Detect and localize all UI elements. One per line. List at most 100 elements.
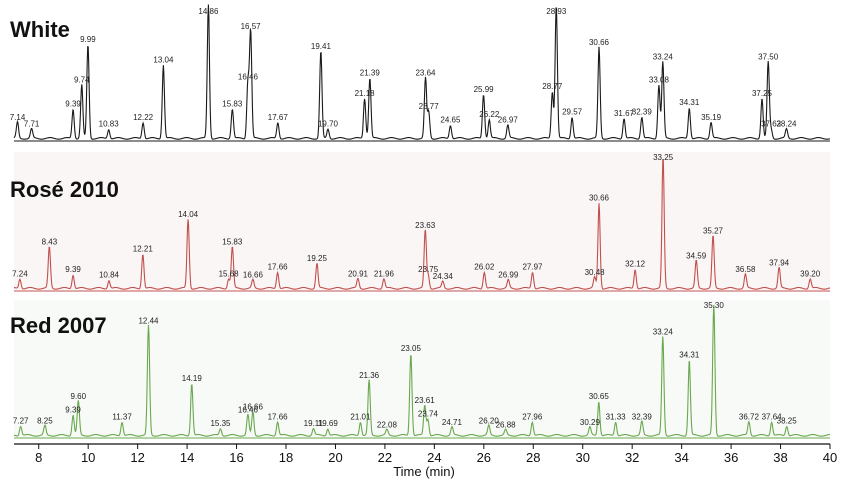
- peak-label: 31.33: [606, 412, 627, 421]
- peak-label: 15.83: [222, 238, 243, 247]
- peak-label: 25.99: [474, 85, 495, 94]
- peak-label: 23.77: [419, 102, 440, 111]
- peak-label: 35.30: [704, 301, 725, 310]
- peak-label: 13.04: [153, 55, 174, 64]
- x-axis-title: Time (min): [393, 464, 455, 479]
- peak-label: 22.08: [377, 421, 398, 430]
- x-tick-label: 28: [526, 450, 540, 465]
- x-tick-label: 16: [229, 450, 243, 465]
- peak-label: 35.27: [703, 227, 724, 236]
- peak-label: 24.65: [440, 116, 461, 125]
- peak-label: 24.71: [442, 418, 463, 427]
- peak-label: 9.39: [65, 100, 81, 109]
- peak-label: 8.43: [42, 238, 58, 247]
- peak-label: 9.60: [71, 392, 87, 401]
- peak-label: 26.88: [496, 421, 517, 430]
- peak-label: 30.65: [589, 392, 610, 401]
- peak-label: 7.71: [24, 120, 40, 129]
- peak-label: 31.67: [614, 109, 635, 118]
- series-title: Rosé 2010: [10, 177, 119, 202]
- peak-label: 15.83: [222, 100, 243, 109]
- peak-label: 9.74: [74, 75, 90, 84]
- peak-label: 37.50: [758, 53, 779, 62]
- x-tick-label: 14: [180, 450, 194, 465]
- peak-label: 14.04: [178, 210, 199, 219]
- series-trace: [13, 304, 830, 437]
- peak-label: 11.37: [112, 412, 132, 421]
- peak-label: 23.61: [415, 396, 436, 405]
- x-tick-label: 10: [81, 450, 95, 465]
- peak-label: 17.66: [268, 412, 289, 421]
- peak-label: 23.74: [418, 410, 439, 419]
- x-tick-label: 40: [823, 450, 837, 465]
- peak-label: 38.24: [776, 120, 797, 129]
- peak-label: 9.99: [80, 35, 96, 44]
- peak-label: 17.67: [268, 113, 289, 122]
- peak-label: 30.66: [589, 38, 610, 47]
- peak-label: 21.18: [355, 89, 376, 98]
- peak-label: 32.39: [632, 108, 653, 117]
- peak-label: 26.02: [474, 262, 495, 271]
- peak-label: 35.19: [701, 113, 722, 122]
- series-trace: [13, 4, 831, 140]
- peak-label: 9.39: [65, 405, 81, 414]
- x-tick-label: 30: [575, 450, 589, 465]
- x-tick-label: 8: [35, 450, 42, 465]
- peak-label: 16.66: [243, 271, 264, 280]
- peak-label: 12.44: [138, 316, 159, 325]
- peak-label: 14.86: [198, 7, 219, 16]
- chromatogram-panel: 7.24 8.43 9.39 10.84 12.21 14.04 15.68 15.83 16.…: [10, 152, 831, 292]
- peak-label: 27.96: [522, 412, 543, 421]
- x-tick-label: 12: [130, 450, 144, 465]
- peak-label: 26.22: [479, 110, 500, 119]
- x-tick-label: 38: [773, 450, 787, 465]
- peak-label: 30.29: [580, 418, 601, 427]
- x-tick-label: 34: [674, 450, 688, 465]
- peak-label: 28.77: [542, 82, 563, 91]
- peak-label: 16.46: [238, 405, 259, 414]
- peak-label: 30.48: [585, 268, 606, 277]
- peak-label: 23.05: [401, 344, 422, 353]
- peak-label: 37.64: [762, 412, 783, 421]
- peak-label: 15.68: [219, 269, 240, 278]
- chromatogram-panel: 7.27 8.25 9.39 9.60 11.37 12.44 14.19 15.35 16.4…: [10, 300, 830, 439]
- peak-label: 27.97: [522, 262, 543, 271]
- peak-label: 37.25: [752, 89, 773, 98]
- peak-label: 10.83: [99, 120, 120, 129]
- peak-label: 34.31: [679, 98, 700, 107]
- x-tick-label: 32: [625, 450, 639, 465]
- peak-label: 20.91: [348, 269, 369, 278]
- x-tick-label: 36: [724, 450, 738, 465]
- peak-label: 28.93: [546, 7, 567, 16]
- peak-label: 39.20: [800, 269, 821, 278]
- panel-background: [14, 152, 830, 290]
- peak-label: 37.94: [769, 258, 790, 267]
- peak-label: 15.35: [210, 419, 231, 428]
- x-tick-label: 18: [279, 450, 293, 465]
- peak-label: 26.99: [498, 271, 519, 280]
- peak-label: 21.01: [350, 412, 371, 421]
- peak-label: 26.97: [498, 116, 519, 125]
- peak-label: 32.12: [625, 260, 646, 269]
- peak-label: 23.64: [415, 69, 436, 78]
- peak-label: 19.11: [304, 419, 324, 428]
- peak-label: 17.66: [268, 262, 289, 271]
- x-tick-label: 20: [328, 450, 342, 465]
- peak-label: 30.66: [589, 193, 610, 202]
- peak-label: 16.46: [238, 73, 259, 82]
- peak-label: 33.08: [649, 75, 670, 84]
- panel-background: [14, 6, 830, 140]
- peak-label: 34.59: [686, 251, 707, 260]
- peak-label: 21.39: [360, 69, 381, 78]
- peak-label: 8.25: [37, 416, 53, 425]
- peak-label: 16.66: [243, 403, 264, 412]
- peak-label: 12.21: [133, 245, 154, 254]
- peak-label: 21.96: [374, 269, 395, 278]
- peak-label: 23.75: [418, 265, 439, 274]
- peak-label: 9.39: [65, 265, 81, 274]
- x-tick-label: 26: [477, 450, 491, 465]
- peak-label: 7.24: [12, 269, 28, 278]
- peak-label: 14.19: [182, 374, 203, 383]
- peak-label: 19.70: [318, 120, 339, 129]
- series-title: Red 2007: [10, 313, 107, 338]
